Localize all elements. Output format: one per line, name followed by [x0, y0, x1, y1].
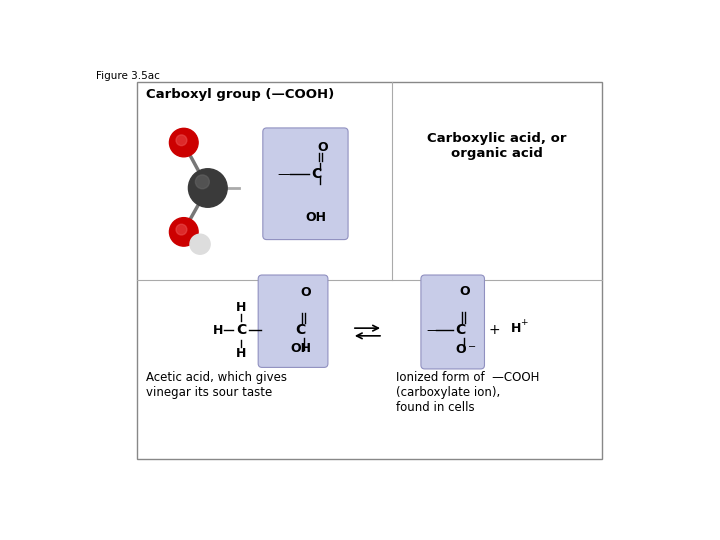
Text: Carboxylic acid, or
organic acid: Carboxylic acid, or organic acid: [427, 132, 567, 160]
FancyBboxPatch shape: [263, 128, 348, 240]
Text: Figure 3.5ac: Figure 3.5ac: [96, 71, 160, 81]
Circle shape: [176, 135, 187, 146]
Text: O: O: [318, 141, 328, 154]
Text: C: C: [311, 167, 321, 181]
Text: OH: OH: [290, 342, 311, 355]
Circle shape: [189, 168, 228, 207]
Text: Acetic acid, which gives
vinegar its sour taste: Acetic acid, which gives vinegar its sou…: [145, 372, 287, 399]
Text: +: +: [521, 318, 528, 327]
Text: H: H: [236, 301, 246, 314]
Text: Ionized form of  —COOH
(carboxylate ion),
found in cells: Ionized form of —COOH (carboxylate ion),…: [396, 372, 539, 414]
Text: —: —: [426, 324, 438, 337]
Circle shape: [169, 129, 198, 157]
Circle shape: [190, 234, 210, 254]
Text: H: H: [511, 322, 521, 335]
FancyBboxPatch shape: [258, 275, 328, 367]
Bar: [137, 82, 601, 459]
Text: —: —: [277, 167, 290, 181]
Text: H: H: [212, 324, 223, 337]
Text: C: C: [455, 323, 466, 338]
Text: O: O: [300, 286, 311, 299]
Text: +: +: [489, 323, 500, 338]
Text: O: O: [460, 286, 470, 299]
Text: C: C: [236, 323, 246, 338]
FancyBboxPatch shape: [421, 275, 485, 369]
Text: O: O: [455, 343, 466, 356]
Circle shape: [195, 175, 210, 189]
Text: H: H: [236, 347, 246, 360]
Circle shape: [169, 218, 198, 246]
Text: −: −: [468, 342, 476, 353]
Text: Carboxyl group (—COOH): Carboxyl group (—COOH): [145, 88, 334, 101]
Circle shape: [176, 224, 187, 235]
Text: OH: OH: [306, 211, 327, 224]
Text: C: C: [296, 323, 306, 338]
